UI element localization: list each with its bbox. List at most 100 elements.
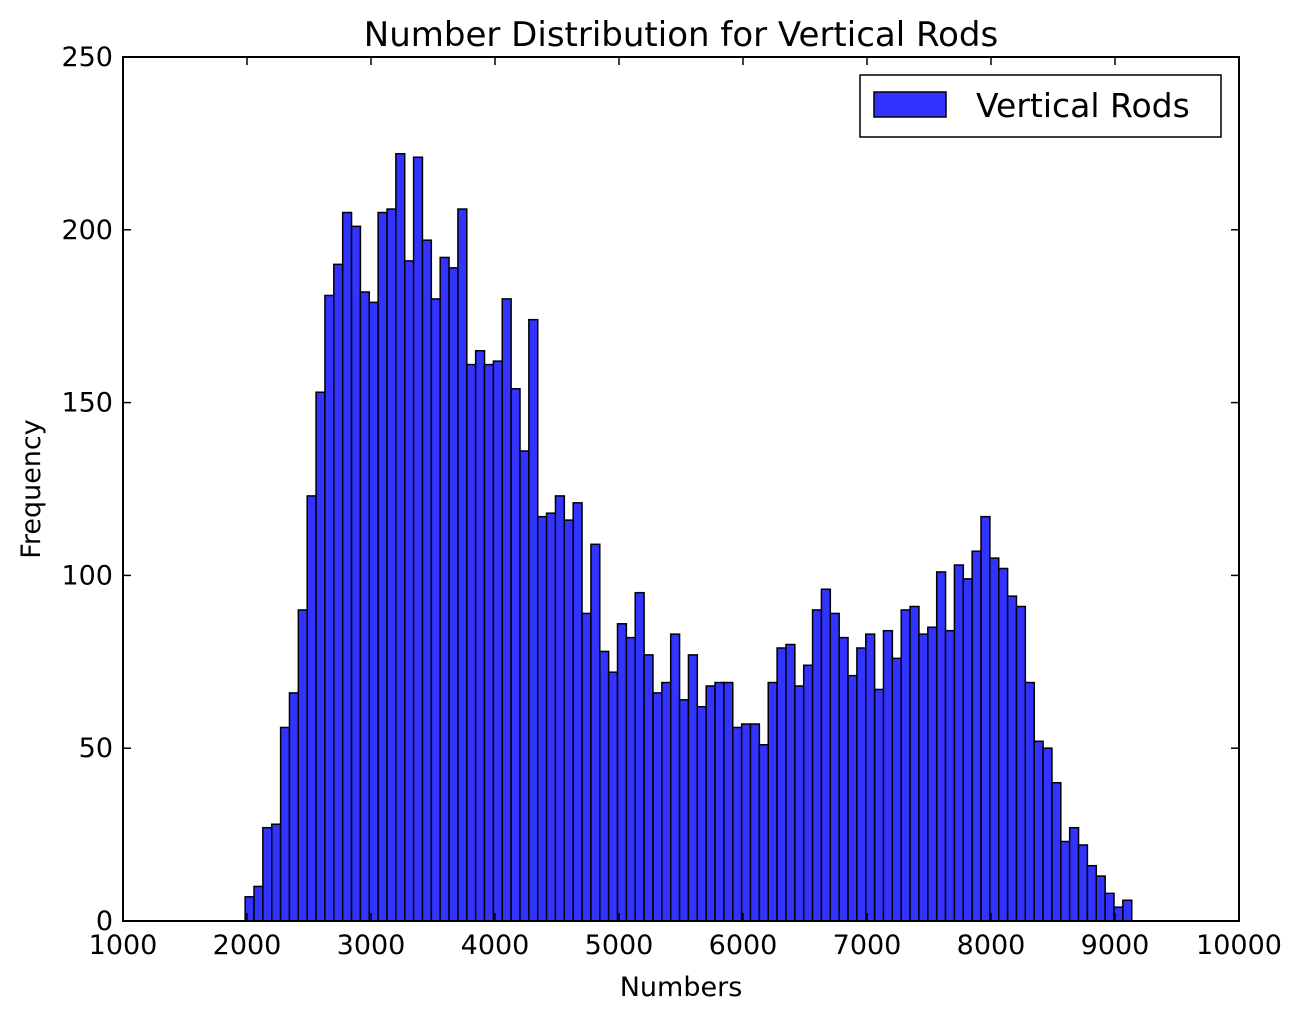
histogram-bar (909, 605, 920, 922)
histogram-bar (811, 609, 823, 922)
x-tick-label: 7000 (833, 930, 902, 961)
histogram-bar (705, 685, 716, 922)
histogram-bar (891, 657, 902, 922)
histogram-bar (678, 699, 690, 922)
histogram-bar (457, 208, 468, 922)
histogram-bar (288, 692, 300, 922)
histogram-bar (829, 612, 840, 922)
legend-swatch (873, 91, 947, 118)
x-tick-label: 1000 (89, 930, 158, 961)
histogram-bar (563, 519, 574, 922)
plot-frame (122, 56, 1240, 922)
histogram-bar (1068, 826, 1080, 922)
histogram-bar (448, 267, 459, 922)
x-tick-label: 6000 (709, 930, 778, 961)
histogram-bar (998, 567, 1009, 922)
y-tick-label: 250 (61, 42, 113, 73)
x-tick-label: 2000 (213, 930, 282, 961)
histogram-bar (466, 363, 477, 922)
y-tick-label: 200 (61, 215, 113, 246)
histogram-bar (1086, 864, 1098, 922)
histogram-bar (1095, 875, 1106, 922)
histogram-bar (1042, 747, 1053, 922)
histogram-bar (279, 726, 291, 922)
histogram-bar (696, 705, 707, 922)
histogram-bar (439, 256, 450, 922)
histogram-bar (802, 664, 814, 922)
histogram-bar (918, 633, 929, 922)
y-tick-label: 150 (61, 388, 113, 419)
histogram-bar (1060, 840, 1071, 922)
x-tick-label: 3000 (337, 930, 406, 961)
histogram-bar (510, 388, 521, 922)
histogram-bar (723, 681, 734, 922)
histogram-bar (758, 743, 769, 922)
histogram-bar (687, 654, 699, 922)
histogram-bar (740, 723, 752, 922)
histogram-bar (483, 363, 495, 922)
histogram-bar (1122, 899, 1133, 922)
histogram-bar (430, 298, 441, 922)
histogram-bar (359, 291, 371, 922)
histogram-bar (865, 633, 876, 922)
histogram-bar (838, 636, 849, 922)
x-tick-label: 4000 (461, 930, 530, 961)
histogram-bar (669, 633, 681, 922)
histogram-bar (590, 543, 601, 922)
histogram-bar (253, 885, 264, 922)
histogram-bar (528, 318, 539, 922)
x-tick-label: 9000 (1081, 930, 1150, 961)
histogram-bar (962, 578, 973, 922)
histogram-bar (661, 681, 672, 922)
histogram-bar (1077, 844, 1089, 922)
histogram-bar (856, 647, 867, 922)
y-tick-label: 100 (61, 560, 113, 591)
histogram-bar (306, 495, 317, 922)
histogram-bar (412, 156, 424, 922)
histogram-bar (377, 211, 388, 922)
histogram-bar (953, 564, 965, 922)
histogram-bar (324, 294, 335, 922)
histogram-bar (1024, 681, 1035, 922)
histogram-bar (900, 609, 911, 922)
histogram-bar (262, 826, 273, 922)
histogram-bar (882, 629, 894, 922)
y-axis-label: Frequency (16, 419, 47, 559)
histogram-bar (403, 260, 415, 922)
histogram-bar (767, 681, 778, 922)
legend: Vertical Rods (859, 74, 1222, 138)
histogram-bar (847, 674, 858, 922)
histogram-bar (643, 654, 654, 922)
x-axis-label: Numbers (620, 972, 743, 1003)
histogram-bar (333, 263, 344, 922)
histogram-bar (1104, 892, 1115, 922)
histogram-bar (785, 643, 796, 922)
histogram-bar (341, 211, 353, 922)
x-tick-label: 5000 (585, 930, 654, 961)
histogram-bar (935, 571, 947, 922)
histogram-bar (820, 588, 832, 922)
histogram-bar (980, 515, 991, 922)
histogram-bar (581, 612, 592, 922)
histogram-bar (545, 512, 557, 922)
histogram-bar (421, 239, 433, 922)
histogram-bar (634, 591, 645, 922)
chart-title: Number Distribution for Vertical Rods (364, 15, 998, 55)
histogram-bar (395, 153, 406, 922)
histogram-bar (386, 208, 397, 922)
histogram-bar (368, 301, 379, 922)
histogram-bar (492, 360, 504, 922)
histogram-bar (270, 823, 282, 922)
histogram-bar (971, 550, 982, 922)
histogram-bar (536, 515, 548, 922)
histogram-bar (607, 671, 619, 922)
legend-label: Vertical Rods (976, 86, 1190, 125)
histogram-bar (315, 391, 326, 922)
histogram-bar (749, 723, 761, 922)
histogram-bar (616, 623, 628, 922)
x-tick-label: 8000 (957, 930, 1026, 961)
histogram-bar (794, 685, 805, 922)
histogram-bar (1033, 740, 1044, 922)
histogram-bar (1015, 605, 1027, 922)
